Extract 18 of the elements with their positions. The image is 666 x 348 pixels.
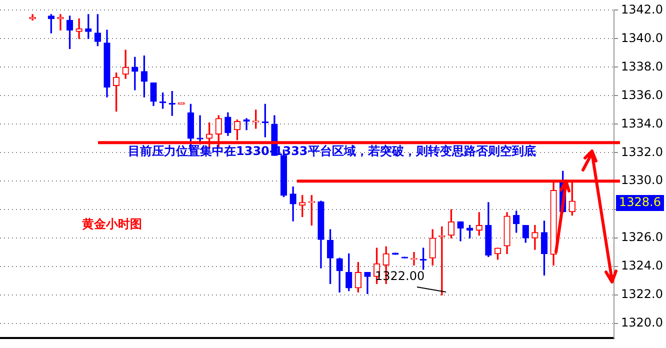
y-tick-label: 1338.0 [621,59,664,74]
candlestick [410,252,418,266]
y-tick-label: 1326.0 [621,230,664,244]
y-tick-label: 1332.0 [621,144,664,159]
y-tick-label: 1330.0 [621,173,664,188]
y-tick-label: 1342.0 [621,2,664,16]
y-tick-label: 1322.0 [621,287,664,302]
y-tick-label: 1324.0 [621,258,664,273]
candlestick [364,272,371,294]
y-tick-label: 1320.0 [621,316,664,330]
text: 黄金小时图 [81,217,142,232]
text: 1328.6 [619,195,662,210]
y-tick-label: 1336.0 [621,88,664,102]
candlestick [532,224,538,250]
y-tick-label: 1340.0 [621,30,664,45]
candlestick [76,18,82,40]
candlestick [57,14,64,30]
y-tick-label: 1334.0 [621,116,664,130]
